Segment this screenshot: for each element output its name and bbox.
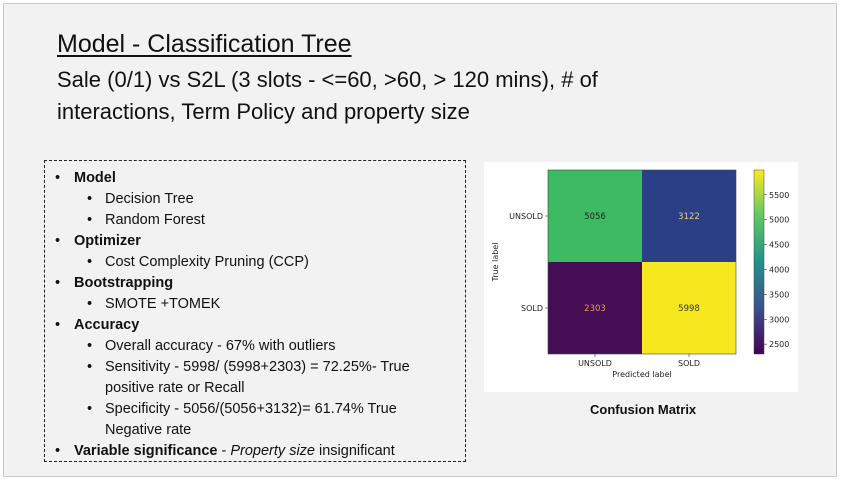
bullet-box: • Model • Decision Tree • Random Forest … (44, 160, 466, 462)
x-tick-label: SOLD (678, 359, 700, 368)
colorbar-tick-label: 5000 (769, 216, 789, 225)
bullet-text: SMOTE +TOMEK (105, 296, 221, 312)
bullet-model-label: Model (74, 170, 116, 186)
confusion-matrix-cells: 5056 3122 2303 5998 (548, 170, 736, 354)
matrix-cell-value: 5998 (678, 304, 700, 314)
bullet-dot: • (87, 212, 93, 228)
bullet-dot: • (87, 296, 93, 312)
bullet-dot: • (87, 401, 93, 417)
matrix-cell-value: 3122 (678, 212, 700, 222)
bullet-text: Specificity - 5056/(5056+3132)= 61.74% T… (105, 401, 397, 417)
matrix-cell (642, 262, 736, 354)
bullet-dot: • (55, 275, 61, 291)
x-axis-label: Predicted label (612, 370, 671, 379)
confusion-matrix-chart: 5056 3122 2303 5998 UNSOLD SOLD UNSOLD SOLD Pre… (491, 169, 789, 379)
bullet-optimizer-label: Optimizer (74, 233, 141, 249)
chart-caption: Confusion Matrix (590, 402, 697, 417)
y-tick-label: UNSOLD (509, 212, 543, 221)
bullet-text: Negative rate (105, 422, 192, 438)
colorbar-gradient (753, 169, 765, 355)
x-tick-label: UNSOLD (578, 359, 612, 368)
bullet-text: Decision Tree (105, 191, 194, 207)
bullet-significance-italic: Property size (230, 443, 315, 459)
bullet-significance-label: Variable significance (74, 443, 218, 459)
bullet-text: positive rate or Recall (105, 380, 245, 396)
bullet-dot: • (55, 233, 61, 249)
matrix-cell (548, 262, 642, 354)
bullet-text: Cost Complexity Pruning (CCP) (105, 254, 309, 270)
bullet-accuracy-label: Accuracy (74, 317, 140, 333)
matrix-frame (547, 169, 737, 355)
matrix-cell (642, 170, 736, 262)
colorbar-tick-label: 5500 (769, 191, 789, 200)
bullet-text: Random Forest (105, 212, 205, 228)
y-tick-label: SOLD (521, 304, 543, 313)
matrix-cell (548, 170, 642, 262)
bullet-dot: • (55, 170, 61, 186)
slide-subtitle: Sale (0/1) vs S2L (3 slots - <=60, >60, … (57, 67, 598, 124)
confusion-matrix-axes: UNSOLD SOLD UNSOLD SOLD Predicted label True … (491, 169, 737, 379)
bullet-significance-rest: insignificant (314, 443, 395, 459)
bullet-dot: • (87, 338, 93, 354)
bullet-significance-sep: - (217, 443, 231, 459)
bullet-dot: • (55, 317, 61, 333)
bullet-dot: • (87, 254, 93, 270)
colorbar: 5500 5000 4500 4000 3500 3000 2500 (753, 169, 789, 355)
bullet-dot: • (87, 191, 93, 207)
bullet-dot: • (55, 443, 61, 459)
bullet-text: Sensitivity - 5998/ (5998+2303) = 72.25%… (105, 359, 410, 375)
confusion-matrix-panel: 5056 3122 2303 5998 UNSOLD SOLD UNSOLD SOLD Pre… (484, 162, 798, 392)
colorbar-tick-label: 2500 (769, 340, 789, 349)
bullet-text: Overall accuracy - 67% with outliers (105, 338, 336, 354)
y-axis-label: True label (491, 243, 500, 283)
matrix-cell-value: 2303 (584, 304, 606, 314)
matrix-cell-value: 5056 (584, 212, 606, 222)
bullet-bootstrapping-label: Bootstrapping (74, 275, 174, 291)
bullet-dot: • (87, 359, 93, 375)
bullet-significance-text: Variable significance - Property size in… (74, 441, 395, 461)
slide-title: Model - Classification Tree (57, 30, 352, 58)
colorbar-tick-label: 3500 (769, 290, 789, 299)
colorbar-tick-label: 4500 (769, 241, 789, 250)
colorbar-tick-label: 4000 (769, 265, 789, 274)
colorbar-tick-label: 3000 (769, 315, 789, 324)
